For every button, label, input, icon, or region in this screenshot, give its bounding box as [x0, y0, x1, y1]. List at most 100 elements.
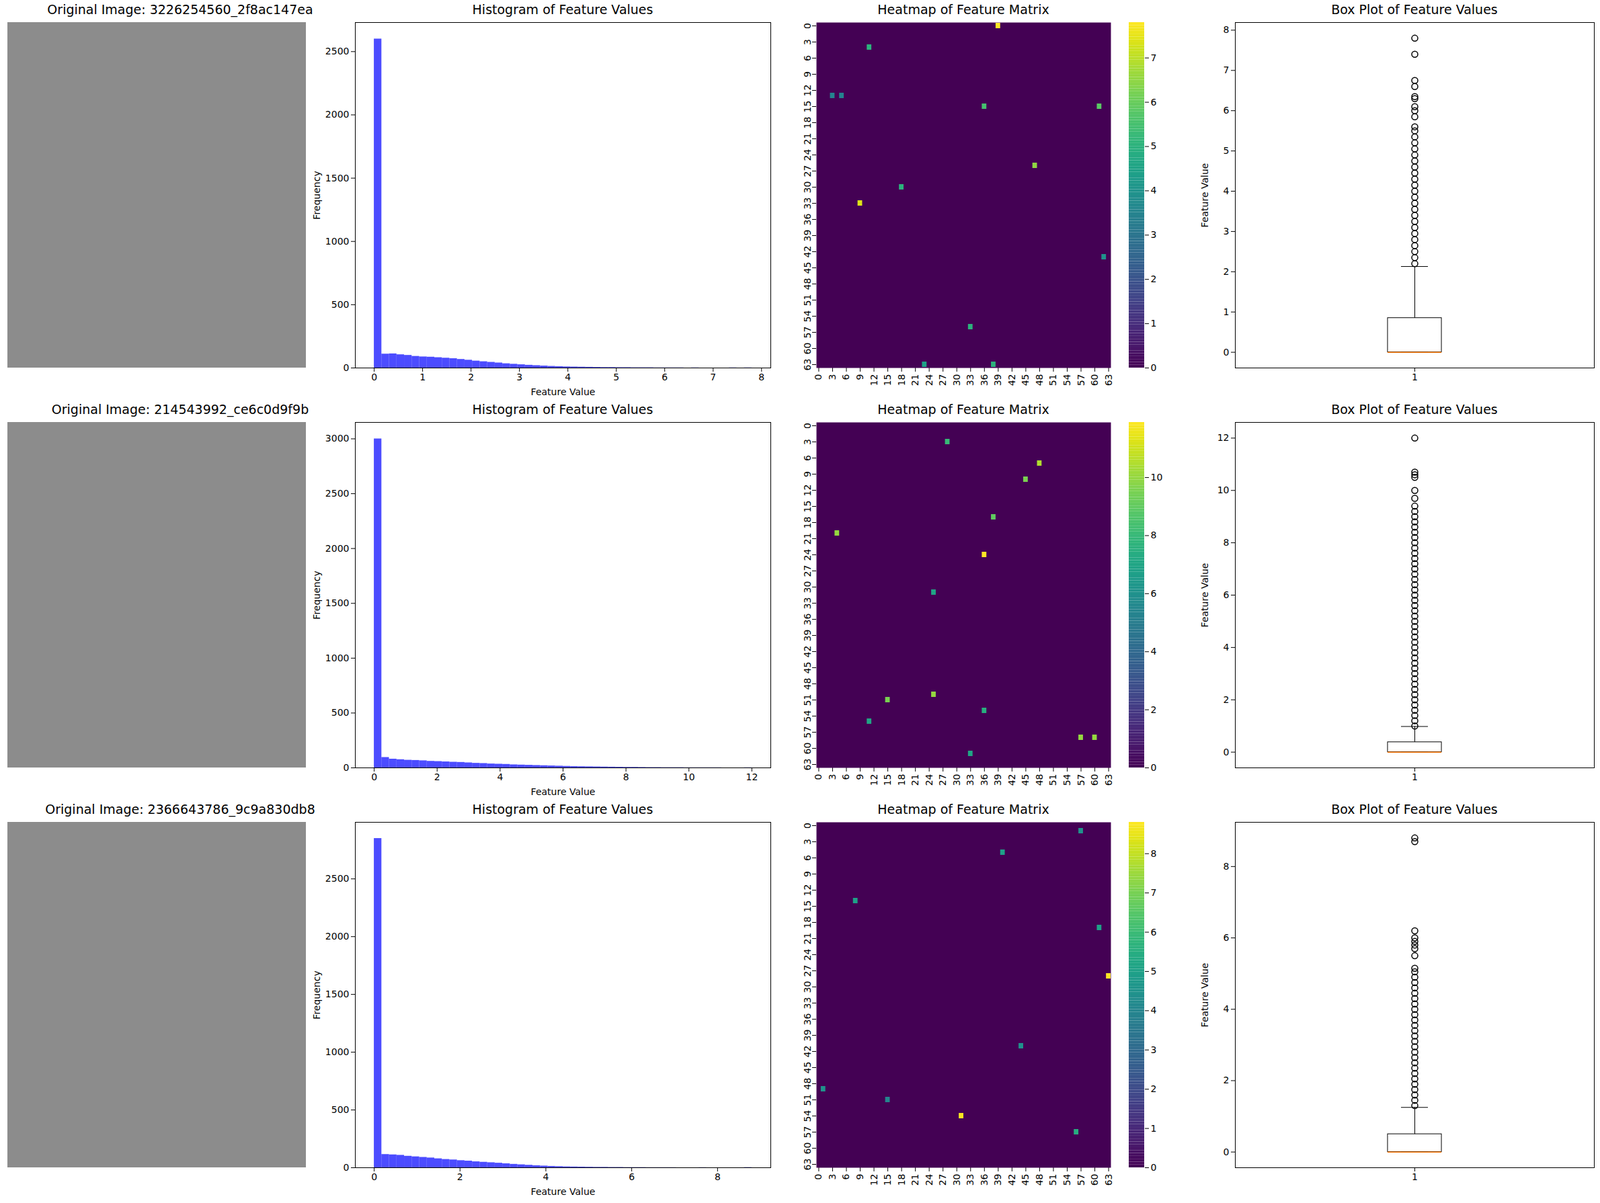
svg-text:3: 3 [826, 1174, 838, 1181]
svg-text:39: 39 [802, 1029, 813, 1043]
svg-text:4: 4 [543, 1171, 550, 1183]
svg-text:2500: 2500 [325, 488, 350, 499]
svg-text:12: 12 [868, 774, 880, 787]
svg-text:2: 2 [467, 371, 474, 383]
svg-text:12: 12 [802, 484, 813, 497]
svg-text:24: 24 [802, 549, 813, 562]
svg-text:3: 3 [802, 38, 813, 46]
svg-text:15: 15 [802, 500, 813, 513]
svg-text:6: 6 [628, 1171, 635, 1183]
svg-text:0: 0 [802, 22, 813, 29]
svg-text:60: 60 [802, 742, 813, 755]
svg-text:18: 18 [896, 1174, 907, 1187]
svg-text:Frequency: Frequency [311, 570, 323, 620]
svg-text:54: 54 [1061, 1173, 1073, 1186]
svg-text:33: 33 [802, 597, 813, 610]
svg-text:57: 57 [1074, 774, 1086, 787]
svg-text:21: 21 [802, 533, 813, 546]
svg-text:0: 0 [371, 371, 378, 383]
svg-text:5: 5 [1150, 966, 1157, 977]
svg-text:0: 0 [343, 1162, 350, 1174]
svg-text:30: 30 [951, 774, 963, 787]
svg-text:30: 30 [951, 1174, 963, 1187]
svg-text:48: 48 [1033, 1174, 1045, 1187]
svg-text:12: 12 [745, 771, 758, 783]
svg-text:63: 63 [802, 358, 813, 372]
svg-text:39: 39 [992, 374, 1004, 387]
svg-text:1500: 1500 [325, 597, 350, 609]
svg-text:33: 33 [964, 1174, 976, 1187]
svg-text:60: 60 [1089, 774, 1100, 787]
svg-text:6: 6 [840, 373, 852, 380]
svg-text:6: 6 [802, 855, 813, 862]
svg-text:Feature Value: Feature Value [531, 786, 596, 798]
svg-text:9: 9 [802, 71, 813, 78]
svg-text:Frequency: Frequency [311, 970, 323, 1020]
svg-text:12: 12 [802, 84, 813, 97]
svg-text:8: 8 [1223, 537, 1230, 548]
svg-text:12: 12 [1217, 432, 1230, 444]
svg-text:2: 2 [1150, 1083, 1157, 1095]
svg-text:63: 63 [802, 1158, 813, 1172]
svg-text:4: 4 [496, 771, 503, 783]
svg-text:Frequency: Frequency [311, 170, 323, 220]
svg-text:1: 1 [1150, 1123, 1157, 1135]
svg-text:27: 27 [802, 165, 813, 178]
svg-text:51: 51 [802, 294, 813, 307]
svg-text:45: 45 [802, 662, 813, 675]
svg-text:27: 27 [802, 965, 813, 978]
svg-text:8: 8 [1150, 529, 1157, 541]
svg-text:6: 6 [661, 371, 668, 383]
svg-text:27: 27 [937, 1174, 948, 1187]
svg-text:45: 45 [1019, 1174, 1031, 1187]
svg-text:10: 10 [1150, 471, 1164, 483]
svg-text:9: 9 [802, 871, 813, 878]
svg-text:27: 27 [802, 565, 813, 578]
svg-text:8: 8 [1223, 24, 1230, 35]
svg-text:39: 39 [802, 629, 813, 643]
svg-text:0: 0 [1150, 1162, 1157, 1174]
svg-text:15: 15 [882, 1174, 893, 1187]
svg-text:5: 5 [1150, 140, 1157, 152]
svg-text:60: 60 [1089, 1174, 1100, 1187]
svg-text:36: 36 [978, 773, 990, 786]
svg-text:6: 6 [1150, 927, 1157, 938]
svg-text:24: 24 [802, 149, 813, 162]
svg-text:2: 2 [1223, 266, 1230, 277]
svg-text:42: 42 [802, 246, 813, 259]
svg-text:39: 39 [992, 774, 1004, 787]
svg-text:4: 4 [1150, 646, 1157, 657]
svg-text:18: 18 [802, 516, 813, 530]
svg-text:3: 3 [516, 371, 523, 383]
svg-text:45: 45 [1019, 374, 1031, 387]
svg-text:30: 30 [802, 981, 813, 994]
svg-text:0: 0 [371, 1171, 378, 1183]
svg-text:1: 1 [1411, 371, 1418, 383]
svg-text:Feature Value: Feature Value [1199, 563, 1211, 628]
svg-text:3: 3 [1150, 1044, 1157, 1056]
svg-text:4: 4 [1150, 1005, 1157, 1016]
svg-text:39: 39 [992, 1174, 1004, 1187]
svg-text:42: 42 [1006, 774, 1018, 787]
svg-text:48: 48 [802, 278, 813, 291]
svg-text:51: 51 [802, 694, 813, 707]
svg-text:54: 54 [1061, 773, 1073, 786]
svg-text:3: 3 [802, 438, 813, 446]
svg-text:500: 500 [331, 707, 350, 718]
svg-text:6: 6 [802, 455, 813, 462]
svg-text:54: 54 [802, 710, 813, 723]
svg-text:1: 1 [1223, 306, 1230, 318]
svg-text:48: 48 [802, 678, 813, 691]
svg-text:7: 7 [1150, 887, 1157, 899]
svg-text:57: 57 [802, 326, 813, 339]
svg-text:Feature Value: Feature Value [531, 1186, 596, 1198]
svg-text:6: 6 [1223, 589, 1230, 601]
svg-text:21: 21 [909, 774, 921, 787]
svg-text:1000: 1000 [325, 652, 350, 664]
svg-text:21: 21 [909, 374, 921, 387]
svg-text:45: 45 [802, 262, 813, 275]
svg-text:10: 10 [1217, 484, 1230, 496]
svg-text:24: 24 [923, 373, 935, 386]
svg-text:21: 21 [802, 933, 813, 946]
svg-text:54: 54 [1061, 373, 1073, 386]
